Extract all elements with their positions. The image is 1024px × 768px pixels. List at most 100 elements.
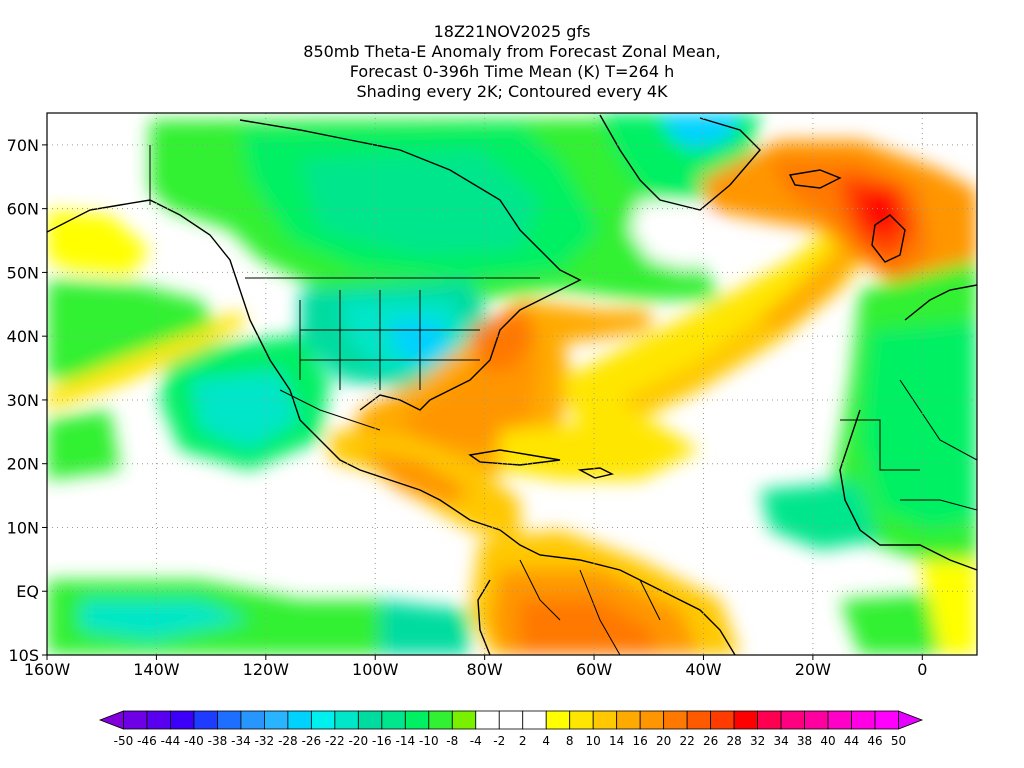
lon-tick-label: 40W bbox=[685, 660, 721, 679]
lon-tick-label: 60W bbox=[576, 660, 612, 679]
colorbar-cell bbox=[310, 710, 336, 730]
lon-tick-label: 20W bbox=[795, 660, 831, 679]
colorbar-cell bbox=[522, 710, 547, 730]
colorbar-cell bbox=[663, 710, 688, 730]
colorbar-label: 28 bbox=[726, 734, 741, 748]
colorbar-label: -44 bbox=[161, 734, 181, 748]
lat-tick-label: 10N bbox=[7, 518, 39, 537]
title-line-3: Forecast 0-396h Time Mean (K) T=264 h bbox=[349, 62, 675, 81]
lon-tick-label: 160W bbox=[24, 660, 71, 679]
lon-tick-label: 100W bbox=[352, 660, 399, 679]
colorbar-label: 26 bbox=[703, 734, 718, 748]
colorbar-cell bbox=[686, 710, 712, 730]
lat-tick-label: 20N bbox=[7, 455, 39, 474]
lon-tick-label: 140W bbox=[133, 660, 180, 679]
colorbar-cell bbox=[146, 710, 171, 730]
lat-tick-label: 70N bbox=[7, 136, 39, 155]
colorbar-label: 16 bbox=[633, 734, 648, 748]
colorbar-label: -32 bbox=[255, 734, 275, 748]
colorbar-label: 8 bbox=[566, 734, 574, 748]
anomaly-shading bbox=[47, 113, 977, 655]
colorbar-label: -16 bbox=[372, 734, 392, 748]
lat-tick-label: 50N bbox=[7, 263, 39, 282]
colorbar-label: 46 bbox=[867, 734, 882, 748]
colorbar-label: -38 bbox=[208, 734, 228, 748]
colorbar-cell bbox=[616, 710, 641, 730]
colorbar-cell bbox=[545, 710, 571, 730]
colorbar-label: 14 bbox=[609, 734, 624, 748]
colorbar-cell bbox=[451, 710, 477, 730]
colorbar-label: 34 bbox=[773, 734, 788, 748]
colorbar-cell bbox=[898, 710, 924, 730]
colorbar-cell bbox=[334, 710, 359, 730]
colorbar-cell bbox=[98, 710, 124, 730]
title-line-1: 18Z21NOV2025 gfs bbox=[433, 22, 591, 41]
longitude-axis: 160W 140W 120W 100W 80W 60W 40W 20W 0 bbox=[24, 655, 927, 679]
colorbar-label: 20 bbox=[656, 734, 671, 748]
colorbar-label: -2 bbox=[493, 734, 505, 748]
colorbar-cell bbox=[851, 710, 876, 730]
colorbar-cell bbox=[592, 710, 618, 730]
colorbar-label: 32 bbox=[750, 734, 765, 748]
colorbar-label: -46 bbox=[137, 734, 157, 748]
colorbar-cell bbox=[827, 710, 852, 730]
lon-tick-label: 80W bbox=[467, 660, 503, 679]
title-line-2: 850mb Theta-E Anomaly from Forecast Zona… bbox=[303, 42, 721, 61]
colorbar bbox=[98, 710, 924, 730]
borders bbox=[149, 145, 977, 655]
colorbar-cell bbox=[404, 710, 430, 730]
colorbar-labels: -50 -46 -44 -40 -38 -34 -32 -28 -26 -22 -20 -16 -14-… bbox=[114, 734, 906, 748]
colorbar-label: -8 bbox=[446, 734, 458, 748]
colorbar-cell bbox=[804, 710, 829, 730]
lon-tick-label: 0 bbox=[917, 660, 927, 679]
colorbar-label: -20 bbox=[349, 734, 369, 748]
lat-tick-label: 10S bbox=[8, 646, 39, 665]
colorbar-label: -4 bbox=[470, 734, 482, 748]
colorbar-label: -28 bbox=[278, 734, 298, 748]
coastlines bbox=[47, 114, 977, 655]
colorbar-cell bbox=[780, 710, 805, 730]
colorbar-cell bbox=[757, 710, 782, 730]
colorbar-cell bbox=[287, 710, 312, 730]
lat-tick-label: EQ bbox=[16, 582, 39, 601]
colorbar-cell bbox=[263, 710, 289, 730]
title-block: 18Z21NOV2025 gfs 850mb Theta-E Anomaly f… bbox=[0, 22, 1024, 102]
colorbar-cell bbox=[381, 710, 406, 730]
lat-tick-label: 60N bbox=[7, 200, 39, 219]
colorbar-label: 10 bbox=[586, 734, 601, 748]
colorbar-label: 40 bbox=[820, 734, 835, 748]
plot-frame bbox=[46, 112, 978, 656]
colorbar-cell bbox=[475, 710, 500, 730]
lon-tick-label: 120W bbox=[243, 660, 290, 679]
lat-tick-label: 40N bbox=[7, 327, 39, 346]
latitude-axis: 10S EQ 10N 20N 30N 40N 50N 60N 70N bbox=[7, 136, 47, 665]
colorbar-cell bbox=[428, 710, 453, 730]
colorbar-label: -50 bbox=[114, 734, 134, 748]
colorbar-cell bbox=[639, 710, 665, 730]
colorbar-cell bbox=[123, 710, 148, 730]
colorbar-label: 50 bbox=[891, 734, 906, 748]
colorbar-cell bbox=[170, 710, 195, 730]
colorbar-label: -10 bbox=[419, 734, 439, 748]
colorbar-label: 2 bbox=[519, 734, 527, 748]
colorbar-label: -34 bbox=[231, 734, 251, 748]
colorbar-cell bbox=[733, 710, 758, 730]
colorbar-cell bbox=[498, 710, 524, 730]
lat-tick-label: 30N bbox=[7, 391, 39, 410]
colorbar-label: -14 bbox=[396, 734, 416, 748]
colorbar-label: 22 bbox=[680, 734, 695, 748]
colorbar-label: -26 bbox=[302, 734, 322, 748]
colorbar-label: -40 bbox=[184, 734, 204, 748]
colorbar-cell bbox=[710, 710, 735, 730]
colorbar-cell bbox=[193, 710, 218, 730]
colorbar-label: -22 bbox=[325, 734, 345, 748]
colorbar-cell bbox=[240, 710, 265, 730]
colorbar-cell bbox=[569, 710, 594, 730]
colorbar-cell bbox=[217, 710, 242, 730]
colorbar-cell bbox=[874, 710, 899, 730]
colorbar-label: 4 bbox=[542, 734, 550, 748]
colorbar-cell bbox=[357, 710, 383, 730]
title-line-4: Shading every 2K; Contoured every 4K bbox=[356, 82, 668, 101]
colorbar-label: 38 bbox=[797, 734, 812, 748]
